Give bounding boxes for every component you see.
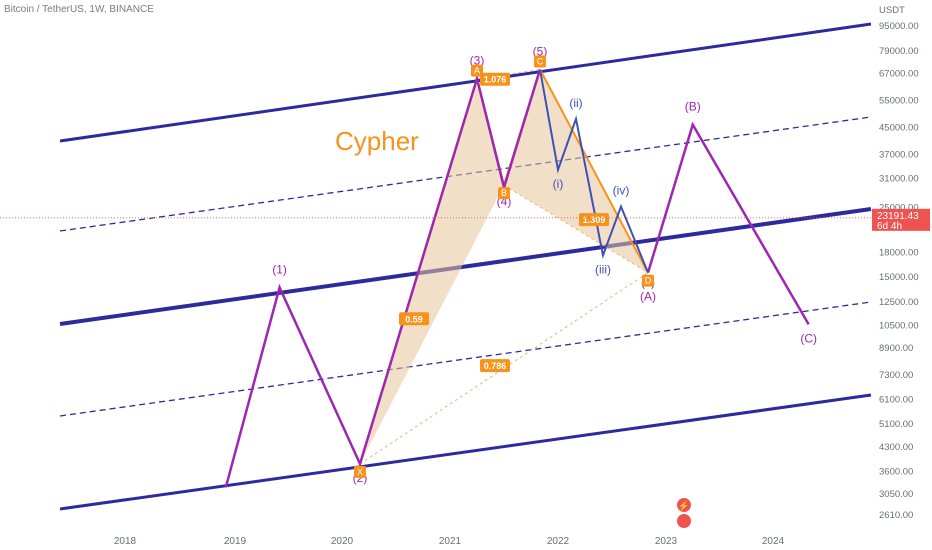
price-tick-label: 31000.00	[879, 173, 919, 184]
channel-upper-line	[59, 22, 872, 143]
price-tick-label: 55000.00	[879, 95, 919, 106]
harmonic-point-marker	[498, 187, 510, 200]
channel-lower-line	[59, 393, 872, 511]
harmonic-point-label: C	[537, 57, 544, 67]
pattern-label: Cypher	[335, 126, 419, 156]
corrective-wave-line	[646, 121, 810, 325]
time-tick-label: 2020	[331, 536, 354, 547]
last-price-value: 23191.43	[877, 211, 919, 222]
fib-ratio-label: 1.076	[484, 75, 507, 85]
wave-label: (C)	[800, 331, 817, 345]
fib-ratio-label: 0.786	[484, 361, 507, 371]
chart-title: Bitcoin / TetherUS, 1W, BINANCE	[4, 4, 154, 15]
sub-wave-line	[539, 69, 649, 274]
price-tick-label: 15000.00	[879, 272, 919, 283]
wave-label: (1)	[272, 262, 287, 276]
last-price-countdown: 6d 4h	[877, 221, 902, 232]
price-tick-label: 79000.00	[879, 46, 919, 57]
price-tick-label: 95000.00	[879, 21, 919, 32]
wave-label: (A)	[640, 290, 656, 304]
wave-label: (iii)	[595, 262, 611, 276]
wave-label: (B)	[685, 100, 701, 114]
wave-label: (5)	[533, 45, 548, 59]
channel-lower-dashed-line	[59, 301, 872, 417]
price-tick-label: 2610.00	[879, 510, 913, 521]
price-tick-label: 67000.00	[879, 69, 919, 80]
fib-ratio-box	[480, 72, 510, 86]
price-unit-label: USDT	[879, 5, 905, 16]
harmonic-point-marker	[534, 55, 546, 68]
time-tick-label: 2019	[224, 536, 247, 547]
harmonic-point-marker	[642, 274, 654, 287]
price-tick-label: 10500.00	[879, 321, 919, 332]
cypher-leg-cd	[539, 69, 649, 274]
cypher-xab-fill	[360, 78, 504, 464]
flash-icon-glyph: ⚡	[678, 500, 689, 512]
price-tick-label: 12500.00	[879, 297, 919, 308]
price-tick-label: 25000.00	[879, 203, 919, 214]
price-tick-label: 7300.00	[879, 370, 913, 381]
price-tick-label: 3050.00	[879, 489, 913, 500]
price-tick-label: 5100.00	[879, 419, 913, 430]
flag-icon	[677, 514, 691, 528]
wave-label: (iv)	[613, 184, 630, 198]
wave-label: (i)	[553, 177, 564, 191]
harmonic-point-label: B	[501, 188, 507, 198]
time-tick-label: 2022	[547, 536, 570, 547]
harmonic-point-marker	[354, 465, 366, 478]
time-tick-label: 2021	[439, 536, 462, 547]
price-tick-label: 8900.00	[879, 343, 913, 354]
harmonic-point-label: A	[474, 66, 480, 76]
channel-upper-dashed-line	[59, 116, 872, 232]
price-tick-label: 18000.00	[879, 247, 919, 258]
harmonic-point-label: X	[357, 467, 363, 477]
fib-ratio-label: 0.59	[405, 314, 423, 324]
fib-ratio-box	[399, 312, 429, 326]
cypher-bcd-fill	[504, 69, 648, 273]
impulse-wave-line	[224, 69, 542, 488]
flash-icon	[677, 498, 691, 512]
fib-ratio-box	[480, 359, 510, 373]
price-tick-label: 37000.00	[879, 149, 919, 160]
harmonic-point-label: D	[645, 276, 652, 286]
price-tick-label: 6100.00	[879, 395, 913, 406]
cypher-bd-line	[503, 184, 649, 274]
cypher-xd-line	[359, 272, 649, 465]
fib-ratio-box	[579, 213, 609, 227]
price-tick-label: 45000.00	[879, 123, 919, 134]
price-tick-label: 4300.00	[879, 442, 913, 453]
fib-ratio-label: 1.309	[583, 215, 606, 225]
channel-middle-line	[59, 207, 872, 326]
harmonic-point-marker	[471, 64, 483, 77]
price-tick-label: 3600.00	[879, 466, 913, 477]
time-tick-label: 2023	[655, 536, 678, 547]
last-price-box	[872, 208, 930, 231]
wave-label: (ii)	[569, 96, 582, 110]
wave-label: (3)	[470, 54, 485, 68]
time-tick-label: 2018	[114, 536, 137, 547]
time-tick-label: 2024	[762, 536, 785, 547]
